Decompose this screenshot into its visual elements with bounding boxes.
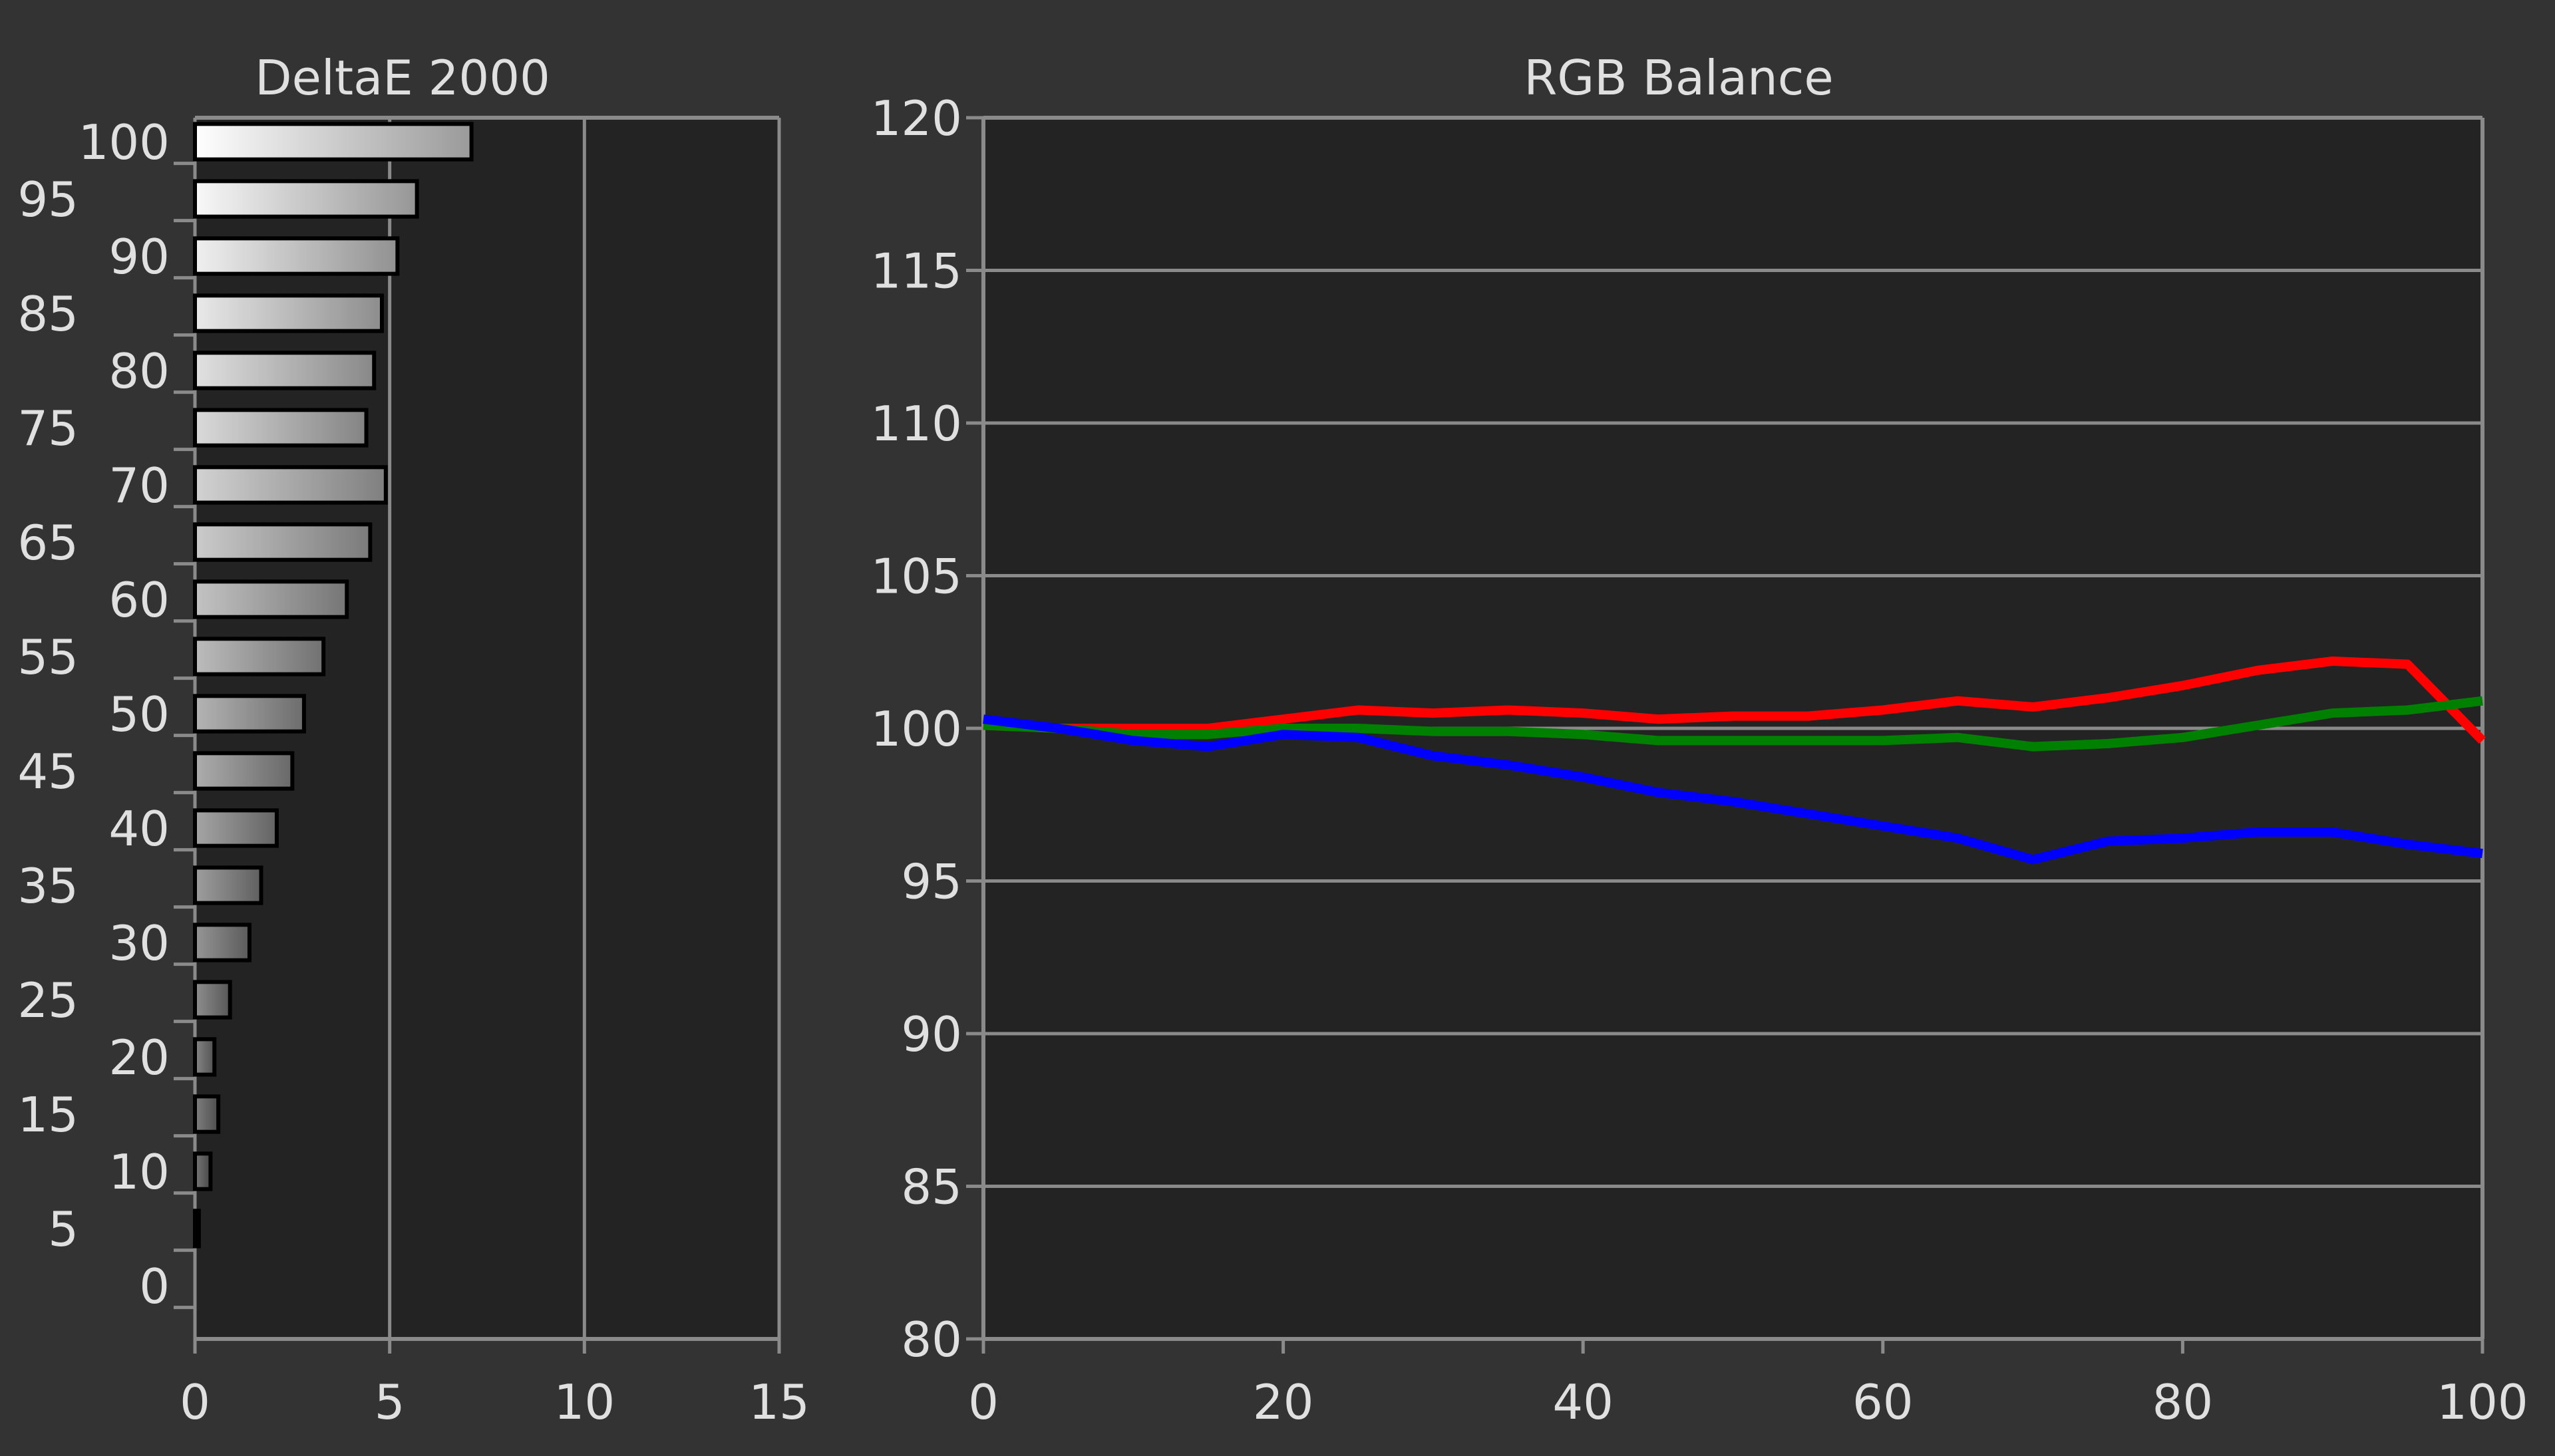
- deltae-bar: [193, 465, 388, 505]
- deltae-bar: [193, 694, 306, 734]
- deltae-bar: [193, 808, 279, 848]
- rgb-y-tick-label: 100: [871, 701, 962, 757]
- deltae-y-ticks: 1009590858075706560555045403530252015105…: [17, 114, 195, 1314]
- deltae-bar: [193, 236, 400, 276]
- deltae-bar: [193, 1151, 213, 1191]
- deltae-y-tick-label: 15: [17, 1087, 79, 1143]
- deltae-y-tick-label: 30: [108, 915, 170, 971]
- rgb-x-tick-label: 20: [1253, 1374, 1314, 1430]
- deltae-chart-title: DeltaE 2000: [255, 50, 550, 106]
- deltae-chart: DeltaE 2000 1009590858075706560555045403…: [17, 50, 809, 1430]
- deltae-bar: [193, 579, 349, 619]
- deltae-y-tick-label: 85: [17, 286, 79, 342]
- green-series-line: [983, 696, 2483, 752]
- deltae-y-tick-label: 40: [108, 801, 170, 857]
- deltae-y-tick-label: 25: [17, 972, 79, 1028]
- deltae-bar: [193, 522, 373, 562]
- rgb-x-tick-label: 80: [2152, 1374, 2214, 1430]
- deltae-bar: [193, 637, 326, 676]
- deltae-bar: [193, 980, 232, 1020]
- rgb-y-tick-label: 105: [871, 549, 962, 605]
- deltae-y-tick-label: 5: [48, 1201, 79, 1257]
- deltae-x-tick-label: 15: [749, 1374, 810, 1430]
- deltae-y-tick-label: 20: [108, 1030, 170, 1086]
- rgb-y-tick-label: 90: [901, 1006, 962, 1062]
- deltae-bar: [193, 865, 263, 905]
- red-series-line: [983, 656, 2486, 744]
- rgb-y-tick-label: 110: [871, 396, 962, 452]
- deltae-y-tick-label: 95: [17, 172, 79, 227]
- rgb-balance-chart-title: RGB Balance: [1524, 50, 1833, 106]
- rgb-series-lines: [983, 656, 2486, 865]
- deltae-y-tick-label: 0: [139, 1258, 170, 1314]
- rgb-x-tick-label: 100: [2437, 1374, 2528, 1430]
- deltae-bar: [193, 179, 419, 219]
- rgb-x-tick-label: 60: [1852, 1374, 1914, 1430]
- deltae-y-tick-label: 70: [108, 458, 170, 513]
- rgb-y-tick-label: 120: [871, 90, 962, 146]
- deltae-bar: [193, 1037, 217, 1077]
- deltae-x-tick-label: 10: [554, 1374, 615, 1430]
- deltae-bars: [193, 122, 474, 1248]
- deltae-y-tick-label: 50: [108, 686, 170, 742]
- deltae-y-tick-label: 90: [108, 229, 170, 285]
- rgb-y-ticks: 120 115 110 105 100 95 90 85 80: [871, 90, 983, 1368]
- deltae-bar: [193, 923, 252, 962]
- deltae-bar: [193, 293, 384, 333]
- rgb-x-tick-label: 0: [968, 1374, 999, 1430]
- deltae-y-tick-label: 65: [17, 515, 79, 571]
- deltae-bar: [193, 122, 474, 162]
- rgb-balance-chart: RGB Balance 120 115 110 105 100 95 90 85 80 0 20 4…: [871, 50, 2528, 1430]
- deltae-x-tick-label: 0: [180, 1374, 210, 1430]
- rgb-x-tick-label: 40: [1552, 1374, 1614, 1430]
- deltae-y-tick-label: 100: [79, 114, 170, 170]
- blue-series-line: [983, 714, 2483, 865]
- rgb-y-tick-label: 95: [901, 854, 962, 910]
- deltae-y-tick-label: 80: [108, 343, 170, 399]
- rgb-x-ticks: 0 20 40 60 80 100: [968, 1339, 2528, 1430]
- rgb-y-tick-label: 85: [901, 1159, 962, 1215]
- deltae-x-ticks: 0 5 10 15: [180, 1339, 810, 1430]
- deltae-bar: [193, 1094, 221, 1134]
- deltae-y-tick-label: 60: [108, 572, 170, 628]
- deltae-bar: [193, 1209, 201, 1248]
- rgb-y-tick-label: 80: [901, 1312, 962, 1368]
- deltae-bar: [193, 751, 295, 791]
- deltae-y-tick-label: 35: [17, 858, 79, 914]
- deltae-y-tick-label: 10: [108, 1144, 170, 1200]
- deltae-bar: [193, 351, 377, 390]
- rgb-y-tick-label: 115: [871, 243, 962, 299]
- deltae-y-tick-label: 55: [17, 629, 79, 685]
- deltae-bar: [193, 408, 369, 448]
- deltae-x-tick-label: 5: [375, 1374, 405, 1430]
- deltae-y-tick-label: 75: [17, 400, 79, 456]
- deltae-y-tick-label: 45: [17, 744, 79, 800]
